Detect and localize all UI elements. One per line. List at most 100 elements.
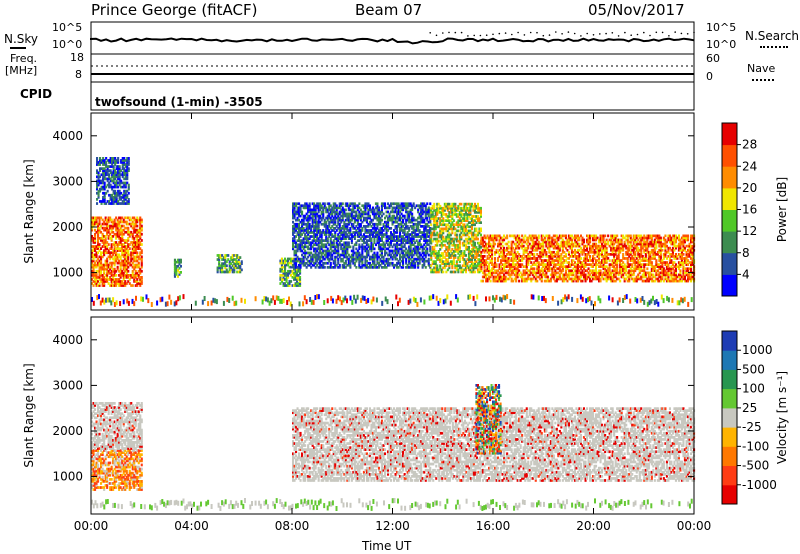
data-cell-0-5 (373, 255, 376, 259)
data-cell-0-5 (316, 249, 319, 253)
data-cell-0-5 (364, 204, 367, 208)
data-cell-0-6 (433, 202, 436, 206)
data-cell-0-5 (296, 216, 299, 220)
data-cell-0-5 (320, 245, 323, 249)
data-cell-0-5 (305, 229, 308, 232)
power-cells (91, 157, 696, 307)
data-cell-0-5 (320, 253, 323, 257)
data-cell-0-6 (473, 270, 476, 274)
data-cell-0-1 (112, 165, 115, 168)
data-cell-0-5 (409, 202, 412, 206)
data-cell-0-0 (140, 239, 143, 242)
data-cell-0-6 (449, 225, 452, 229)
data-cell-0-5 (305, 212, 308, 216)
data-cell-0-5 (325, 206, 328, 210)
data-cell-0-1 (103, 200, 106, 203)
data-cell-0-5 (346, 245, 349, 249)
data-cell-0-1 (124, 189, 127, 193)
data-cell-0-6 (442, 223, 445, 227)
data-cell-0-0 (121, 230, 124, 234)
data-cell-0-5 (343, 220, 346, 224)
data-cell-0-6 (457, 250, 460, 253)
data-cell-0-0 (134, 271, 137, 275)
data-cell-0-6 (458, 235, 461, 239)
data-cell-0-0 (110, 263, 113, 267)
data-cell-0-6 (463, 258, 466, 261)
data-cell-0-6 (466, 264, 469, 268)
data-cell-0-4 (299, 280, 302, 283)
data-cell-0-0 (139, 269, 142, 273)
data-cell-0-7 (483, 261, 486, 264)
data-cell-0-1 (99, 179, 102, 183)
data-cell-0-5 (319, 255, 322, 259)
data-cell-0-6 (446, 241, 449, 245)
data-cell-0-6 (433, 215, 436, 218)
data-cell-0-1 (106, 183, 109, 187)
data-cell-0-5 (412, 231, 415, 234)
data-cell-0-6 (451, 231, 454, 235)
data-cell-0-5 (399, 255, 402, 259)
data-cell-0-6 (434, 213, 437, 216)
data-cell-0-5 (340, 245, 343, 249)
data-cell-0-6 (436, 264, 439, 268)
data-cell-0-5 (371, 210, 374, 214)
data-cell-0-0 (101, 255, 104, 259)
data-cell-0-6 (448, 235, 451, 239)
data-cell-0-0 (95, 220, 98, 224)
data-cell-0-5 (356, 257, 359, 261)
data-cell-0-1 (120, 159, 123, 162)
data-cell-0-1 (117, 159, 120, 162)
data-cell-0-5 (326, 218, 329, 222)
data-cell-0-1 (111, 165, 114, 168)
data-cell-0-5 (298, 202, 301, 206)
data-cell-0-0 (122, 245, 125, 248)
data-cell-0-5 (368, 220, 371, 224)
data-cell-0-5 (302, 247, 305, 251)
data-cell-0-5 (421, 204, 424, 208)
data-cell-0-5 (396, 212, 399, 216)
data-cell-0-6 (464, 264, 467, 268)
data-cell-0-5 (399, 227, 402, 230)
data-cell-0-5 (408, 266, 411, 269)
data-cell-0-5 (346, 218, 349, 222)
data-cell-0-6 (434, 217, 437, 220)
data-cell-0-5 (304, 243, 307, 247)
data-cell-0-0 (139, 284, 142, 287)
data-cell-0-5 (305, 237, 308, 240)
data-cell-0-5 (364, 263, 367, 267)
data-cell-0-5 (387, 202, 390, 206)
data-cell-0-5 (305, 251, 308, 255)
data-cell-0-5 (335, 216, 338, 220)
data-cell-0-3 (228, 260, 231, 263)
data-cell-0-5 (390, 261, 393, 265)
data-cell-0-6 (433, 231, 436, 235)
data-cell-0-7 (582, 238, 585, 242)
data-cell-0-5 (402, 263, 405, 267)
data-cell-0-6 (470, 219, 473, 222)
data-cell-0-5 (311, 218, 314, 222)
data-cell-0-5 (325, 261, 328, 265)
data-cell-0-0 (115, 243, 118, 246)
data-cell-0-5 (308, 216, 311, 220)
data-cell-0-5 (314, 225, 317, 228)
data-cell-0-0 (113, 278, 116, 281)
data-cell-0-0 (118, 259, 121, 263)
data-cell-0-5 (320, 263, 323, 267)
data-cell-0-5 (313, 255, 316, 259)
data-cell-0-6 (437, 202, 440, 206)
data-cell-0-4 (294, 278, 297, 281)
data-cell-0-6 (464, 209, 467, 212)
data-cell-0-6 (443, 204, 446, 208)
data-cell-0-6 (470, 239, 473, 243)
data-cell-0-5 (317, 204, 320, 208)
data-cell-0-0 (101, 235, 104, 238)
data-cell-0-5 (368, 235, 371, 238)
data-cell-0-5 (317, 241, 320, 245)
data-cell-0-6 (431, 250, 434, 253)
data-cell-0-6 (479, 206, 482, 210)
data-cell-0-5 (311, 231, 314, 234)
data-cell-0-0 (136, 265, 139, 269)
data-cell-0-5 (320, 216, 323, 220)
data-cell-0-5 (335, 251, 338, 255)
data-cell-0-0 (137, 243, 140, 246)
